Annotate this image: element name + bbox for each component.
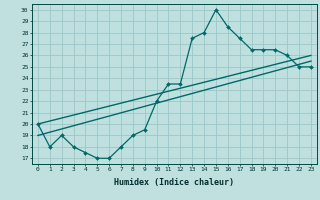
X-axis label: Humidex (Indice chaleur): Humidex (Indice chaleur) [115, 178, 234, 187]
